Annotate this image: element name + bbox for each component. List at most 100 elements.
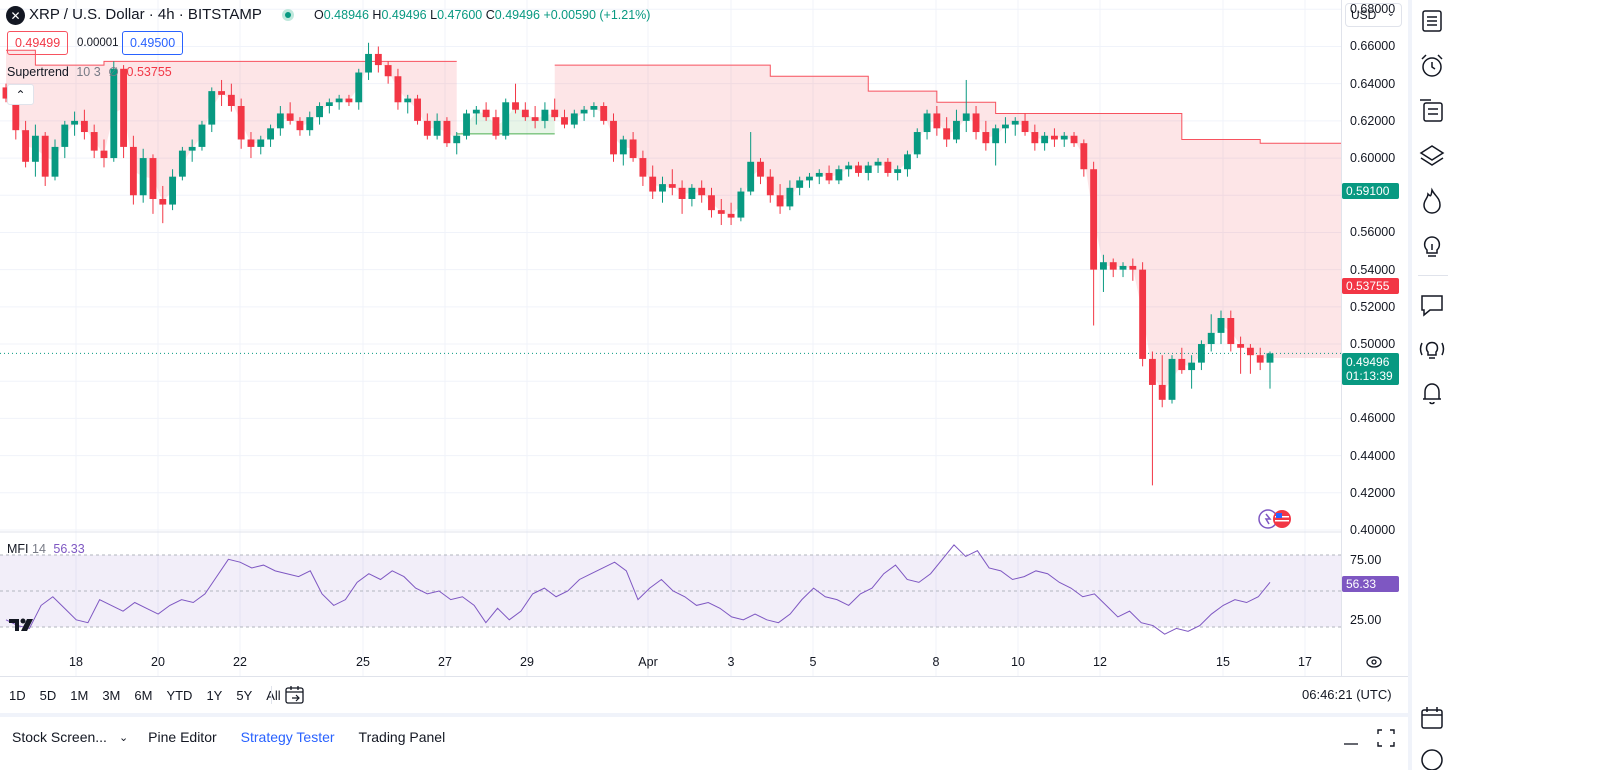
candle-body xyxy=(953,120,960,140)
layers-icon[interactable] xyxy=(1417,141,1447,171)
candle-body xyxy=(786,187,794,207)
price-tick-label: 0.42000 xyxy=(1350,485,1396,500)
events-badge-icon[interactable] xyxy=(1257,508,1297,530)
candle-body xyxy=(296,120,304,131)
divider xyxy=(271,686,272,704)
candle-body xyxy=(1168,358,1176,400)
candle-body xyxy=(874,161,882,166)
mfi-tick-75: 75.00 xyxy=(1350,553,1382,567)
go-to-date-calendar-icon[interactable] xyxy=(283,684,307,706)
candle-body xyxy=(394,76,402,103)
timezone-clock[interactable]: 06:46:21 (UTC) xyxy=(1302,687,1392,702)
time-tick-label: 15 xyxy=(1216,655,1230,669)
candle-body xyxy=(257,139,265,147)
collapse-legend-button[interactable]: ⌃ xyxy=(7,84,34,105)
price-tick-label: 0.54000 xyxy=(1350,262,1396,277)
candle-body xyxy=(698,187,706,196)
candle-body xyxy=(502,102,510,136)
tab-strategy-tester[interactable]: Strategy Tester xyxy=(240,729,335,745)
candle-body xyxy=(933,113,941,129)
candle-body xyxy=(1188,362,1196,371)
candle-body xyxy=(1148,358,1156,385)
price-tick-label: 0.50000 xyxy=(1350,337,1396,352)
candle-body xyxy=(1256,355,1264,363)
time-tick-label: 22 xyxy=(233,655,247,669)
tab-stock-screener[interactable]: Stock Screen... xyxy=(12,729,107,745)
watchlist-icon[interactable] xyxy=(1417,6,1447,36)
tab-trading-panel[interactable]: Trading Panel xyxy=(358,729,446,745)
change-value: +0.00590 (+1.21%) xyxy=(543,8,651,22)
range-button-5d[interactable]: 5D xyxy=(39,687,57,703)
ideas-icon[interactable] xyxy=(1417,231,1447,261)
fire-icon[interactable] xyxy=(1417,186,1447,216)
candle-body xyxy=(972,113,980,133)
sell-price-button[interactable]: 0.49499 xyxy=(7,31,69,55)
candle-body xyxy=(1051,135,1058,140)
time-tick-label: 18 xyxy=(69,655,83,669)
candle-body xyxy=(943,128,951,140)
buy-price-button[interactable]: 0.49500 xyxy=(122,31,184,55)
chart-canvas[interactable] xyxy=(0,0,1342,680)
candle-body xyxy=(492,117,500,136)
low-value: 0.47600 xyxy=(437,8,483,22)
candle-body xyxy=(904,154,911,170)
time-tick-label: 8 xyxy=(932,655,940,669)
close-value: 0.49496 xyxy=(494,8,540,22)
currency-value: USD xyxy=(1351,8,1377,22)
open-label: O xyxy=(314,8,324,22)
candle-body xyxy=(1129,265,1137,270)
spread-value: 0.00001 xyxy=(77,37,119,49)
candle-body xyxy=(404,98,412,103)
hotlist-icon[interactable] xyxy=(1417,96,1447,126)
candle-body xyxy=(443,120,451,144)
candle-body xyxy=(110,68,118,159)
calendar-icon[interactable] xyxy=(1417,703,1447,733)
range-button-3m[interactable]: 3M xyxy=(102,687,121,703)
time-tick-label: 25 xyxy=(356,655,370,669)
range-button-6m[interactable]: 6M xyxy=(134,687,153,703)
candle-body xyxy=(365,53,372,73)
chat-icon[interactable] xyxy=(1417,290,1447,320)
candle-body xyxy=(894,169,902,173)
candle-body xyxy=(962,113,970,121)
settings-icon[interactable] xyxy=(1365,654,1383,670)
supertrend-empty-symbol: ∅ xyxy=(108,65,120,79)
candle-body xyxy=(1002,124,1009,129)
currency-select[interactable]: USD ⌄ xyxy=(1345,3,1402,27)
divider xyxy=(1408,0,1412,770)
maximize-panel-icon[interactable] xyxy=(1376,728,1396,748)
range-button-ytd[interactable]: YTD xyxy=(166,687,193,703)
symbol-title[interactable]: XRP / U.S. Dollar · 4h · BITSTAMP xyxy=(29,6,262,23)
live-ideas-icon[interactable] xyxy=(1417,334,1447,364)
candle-body xyxy=(208,91,216,125)
range-button-5y[interactable]: 5Y xyxy=(236,687,253,703)
tradingview-logo-icon[interactable] xyxy=(9,617,39,633)
candle-body xyxy=(580,109,588,114)
range-button-all[interactable]: All xyxy=(266,687,281,703)
candle-body xyxy=(472,109,480,114)
help-icon[interactable] xyxy=(1417,745,1447,770)
candle-body xyxy=(355,72,363,103)
price-tick-label: 0.44000 xyxy=(1350,448,1396,463)
supertrend-legend[interactable]: Supertrend 10 3 ∅ 0.53755 xyxy=(7,64,172,79)
range-button-1m[interactable]: 1M xyxy=(70,687,89,703)
notifications-icon[interactable] xyxy=(1417,378,1447,408)
candle-body xyxy=(482,109,490,118)
minimize-panel-icon[interactable] xyxy=(1342,732,1360,748)
candle-body xyxy=(237,106,245,140)
candle-body xyxy=(149,158,157,199)
alarm-clock-icon[interactable] xyxy=(1417,51,1447,81)
chevron-down-icon[interactable]: ⌄ xyxy=(118,731,129,744)
mfi-legend[interactable]: MFI 14 56.33 xyxy=(7,542,85,556)
last-price-label: 0.49496 01:13:39 xyxy=(1342,353,1399,385)
candle-body xyxy=(619,139,627,155)
candle-body xyxy=(649,176,657,192)
time-tick-label: 17 xyxy=(1298,655,1312,669)
tab-pine-editor[interactable]: Pine Editor xyxy=(148,729,217,745)
range-button-1d[interactable]: 1D xyxy=(9,687,26,703)
candle-body xyxy=(414,98,421,121)
candle-body xyxy=(551,109,559,118)
supertrend-params: 10 3 xyxy=(76,65,101,79)
range-button-1y[interactable]: 1Y xyxy=(206,687,223,703)
